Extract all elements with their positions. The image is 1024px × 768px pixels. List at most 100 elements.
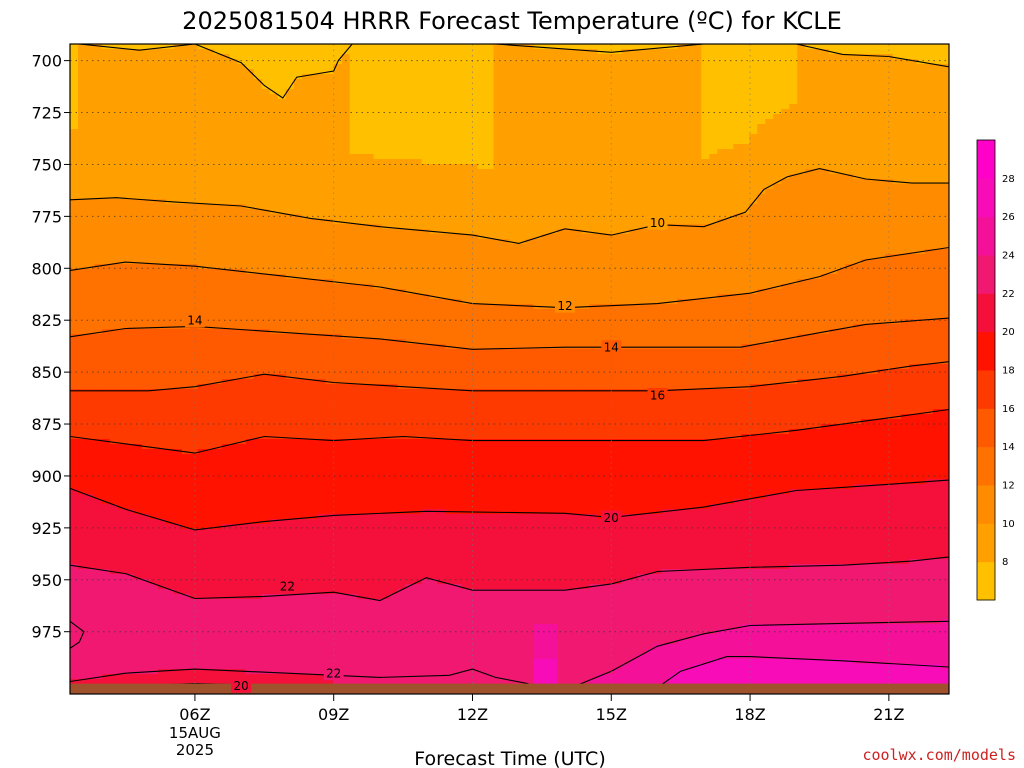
temperature-cell: [85, 679, 95, 685]
temperature-cell: [181, 49, 191, 55]
temperature-cell: [125, 134, 135, 140]
temperature-cell: [269, 259, 279, 265]
temperature-cell: [253, 464, 263, 470]
temperature-cell: [85, 339, 95, 345]
temperature-cell: [93, 304, 103, 310]
temperature-cell: [253, 119, 263, 125]
temperature-cell: [309, 219, 319, 225]
temperature-cell: [221, 229, 231, 235]
temperature-cell: [77, 459, 87, 465]
temperature-cell: [173, 94, 183, 100]
temperature-cell: [173, 424, 183, 430]
temperature-cell: [325, 319, 335, 325]
temperature-cell: [349, 529, 359, 535]
temperature-cell: [301, 584, 311, 590]
temperature-cell: [109, 64, 119, 70]
temperature-cell: [213, 244, 223, 250]
temperature-cell: [205, 349, 215, 355]
temperature-cell: [117, 324, 127, 330]
temperature-cell: [277, 264, 287, 270]
temperature-cell: [117, 654, 127, 660]
temperature-cell: [309, 489, 319, 495]
temperature-cell: [277, 384, 287, 390]
temperature-cell: [293, 659, 303, 665]
temperature-cell: [309, 434, 319, 440]
temperature-cell: [181, 269, 191, 275]
temperature-cell: [101, 99, 111, 105]
temperature-cell: [173, 389, 183, 395]
temperature-cell: [349, 69, 359, 75]
temperature-cell: [301, 339, 311, 345]
temperature-cell: [365, 214, 375, 220]
temperature-cell: [285, 44, 295, 50]
temperature-cell: [77, 264, 87, 270]
temperature-cell: [189, 404, 199, 410]
temperature-cell: [93, 329, 103, 335]
temperature-cell: [301, 614, 311, 620]
temperature-cell: [229, 664, 239, 670]
temperature-cell: [173, 74, 183, 80]
temperature-cell: [365, 564, 375, 570]
temperature-cell: [117, 204, 127, 210]
temperature-cell: [165, 74, 175, 80]
temperature-cell: [93, 534, 103, 540]
temperature-cell: [189, 664, 199, 670]
temperature-cell: [197, 444, 207, 450]
temperature-cell: [325, 329, 335, 335]
temperature-cell: [333, 454, 343, 460]
temperature-cell: [333, 54, 343, 60]
temperature-cell: [285, 254, 295, 260]
temperature-cell: [205, 189, 215, 195]
temperature-cell: [205, 594, 215, 600]
temperature-cell: [349, 679, 359, 685]
temperature-cell: [309, 454, 319, 460]
temperature-cell: [197, 79, 207, 85]
temperature-cell: [117, 539, 127, 545]
temperature-cell: [245, 394, 255, 400]
temperature-cell: [237, 359, 247, 365]
temperature-cell: [93, 199, 103, 205]
temperature-cell: [165, 164, 175, 170]
temperature-cell: [181, 624, 191, 630]
temperature-cell: [205, 279, 215, 285]
temperature-cell: [293, 279, 303, 285]
temperature-cell: [237, 179, 247, 185]
temperature-cell: [213, 209, 223, 215]
temperature-cell: [325, 179, 335, 185]
temperature-cell: [197, 479, 207, 485]
temperature-cell: [285, 404, 295, 410]
temperature-cell: [117, 74, 127, 80]
temperature-cell: [117, 184, 127, 190]
temperature-cell: [165, 294, 175, 300]
temperature-cell: [357, 504, 367, 510]
temperature-cell: [149, 309, 159, 315]
temperature-cell: [149, 414, 159, 420]
temperature-cell: [141, 374, 151, 380]
temperature-cell: [277, 619, 287, 625]
temperature-cell: [253, 309, 263, 315]
temperature-cell: [109, 509, 119, 515]
temperature-cell: [157, 194, 167, 200]
temperature-cell: [365, 199, 375, 205]
temperature-cell: [341, 359, 351, 365]
temperature-cell: [109, 234, 119, 240]
temperature-cell: [157, 449, 167, 455]
temperature-cell: [149, 274, 159, 280]
temperature-cell: [213, 399, 223, 405]
temperature-cell: [237, 99, 247, 105]
temperature-cell: [189, 224, 199, 230]
temperature-cell: [229, 549, 239, 555]
temperature-cell: [349, 659, 359, 665]
temperature-cell: [269, 289, 279, 295]
temperature-cell: [109, 499, 119, 505]
temperature-cell: [253, 314, 263, 320]
temperature-cell: [317, 544, 327, 550]
temperature-cell: [85, 474, 95, 480]
temperature-cell: [253, 389, 263, 395]
temperature-cell: [269, 139, 279, 145]
temperature-cell: [285, 299, 295, 305]
temperature-cell: [125, 549, 135, 555]
temperature-cell: [277, 249, 287, 255]
temperature-cell: [269, 564, 279, 570]
temperature-cell: [85, 664, 95, 670]
